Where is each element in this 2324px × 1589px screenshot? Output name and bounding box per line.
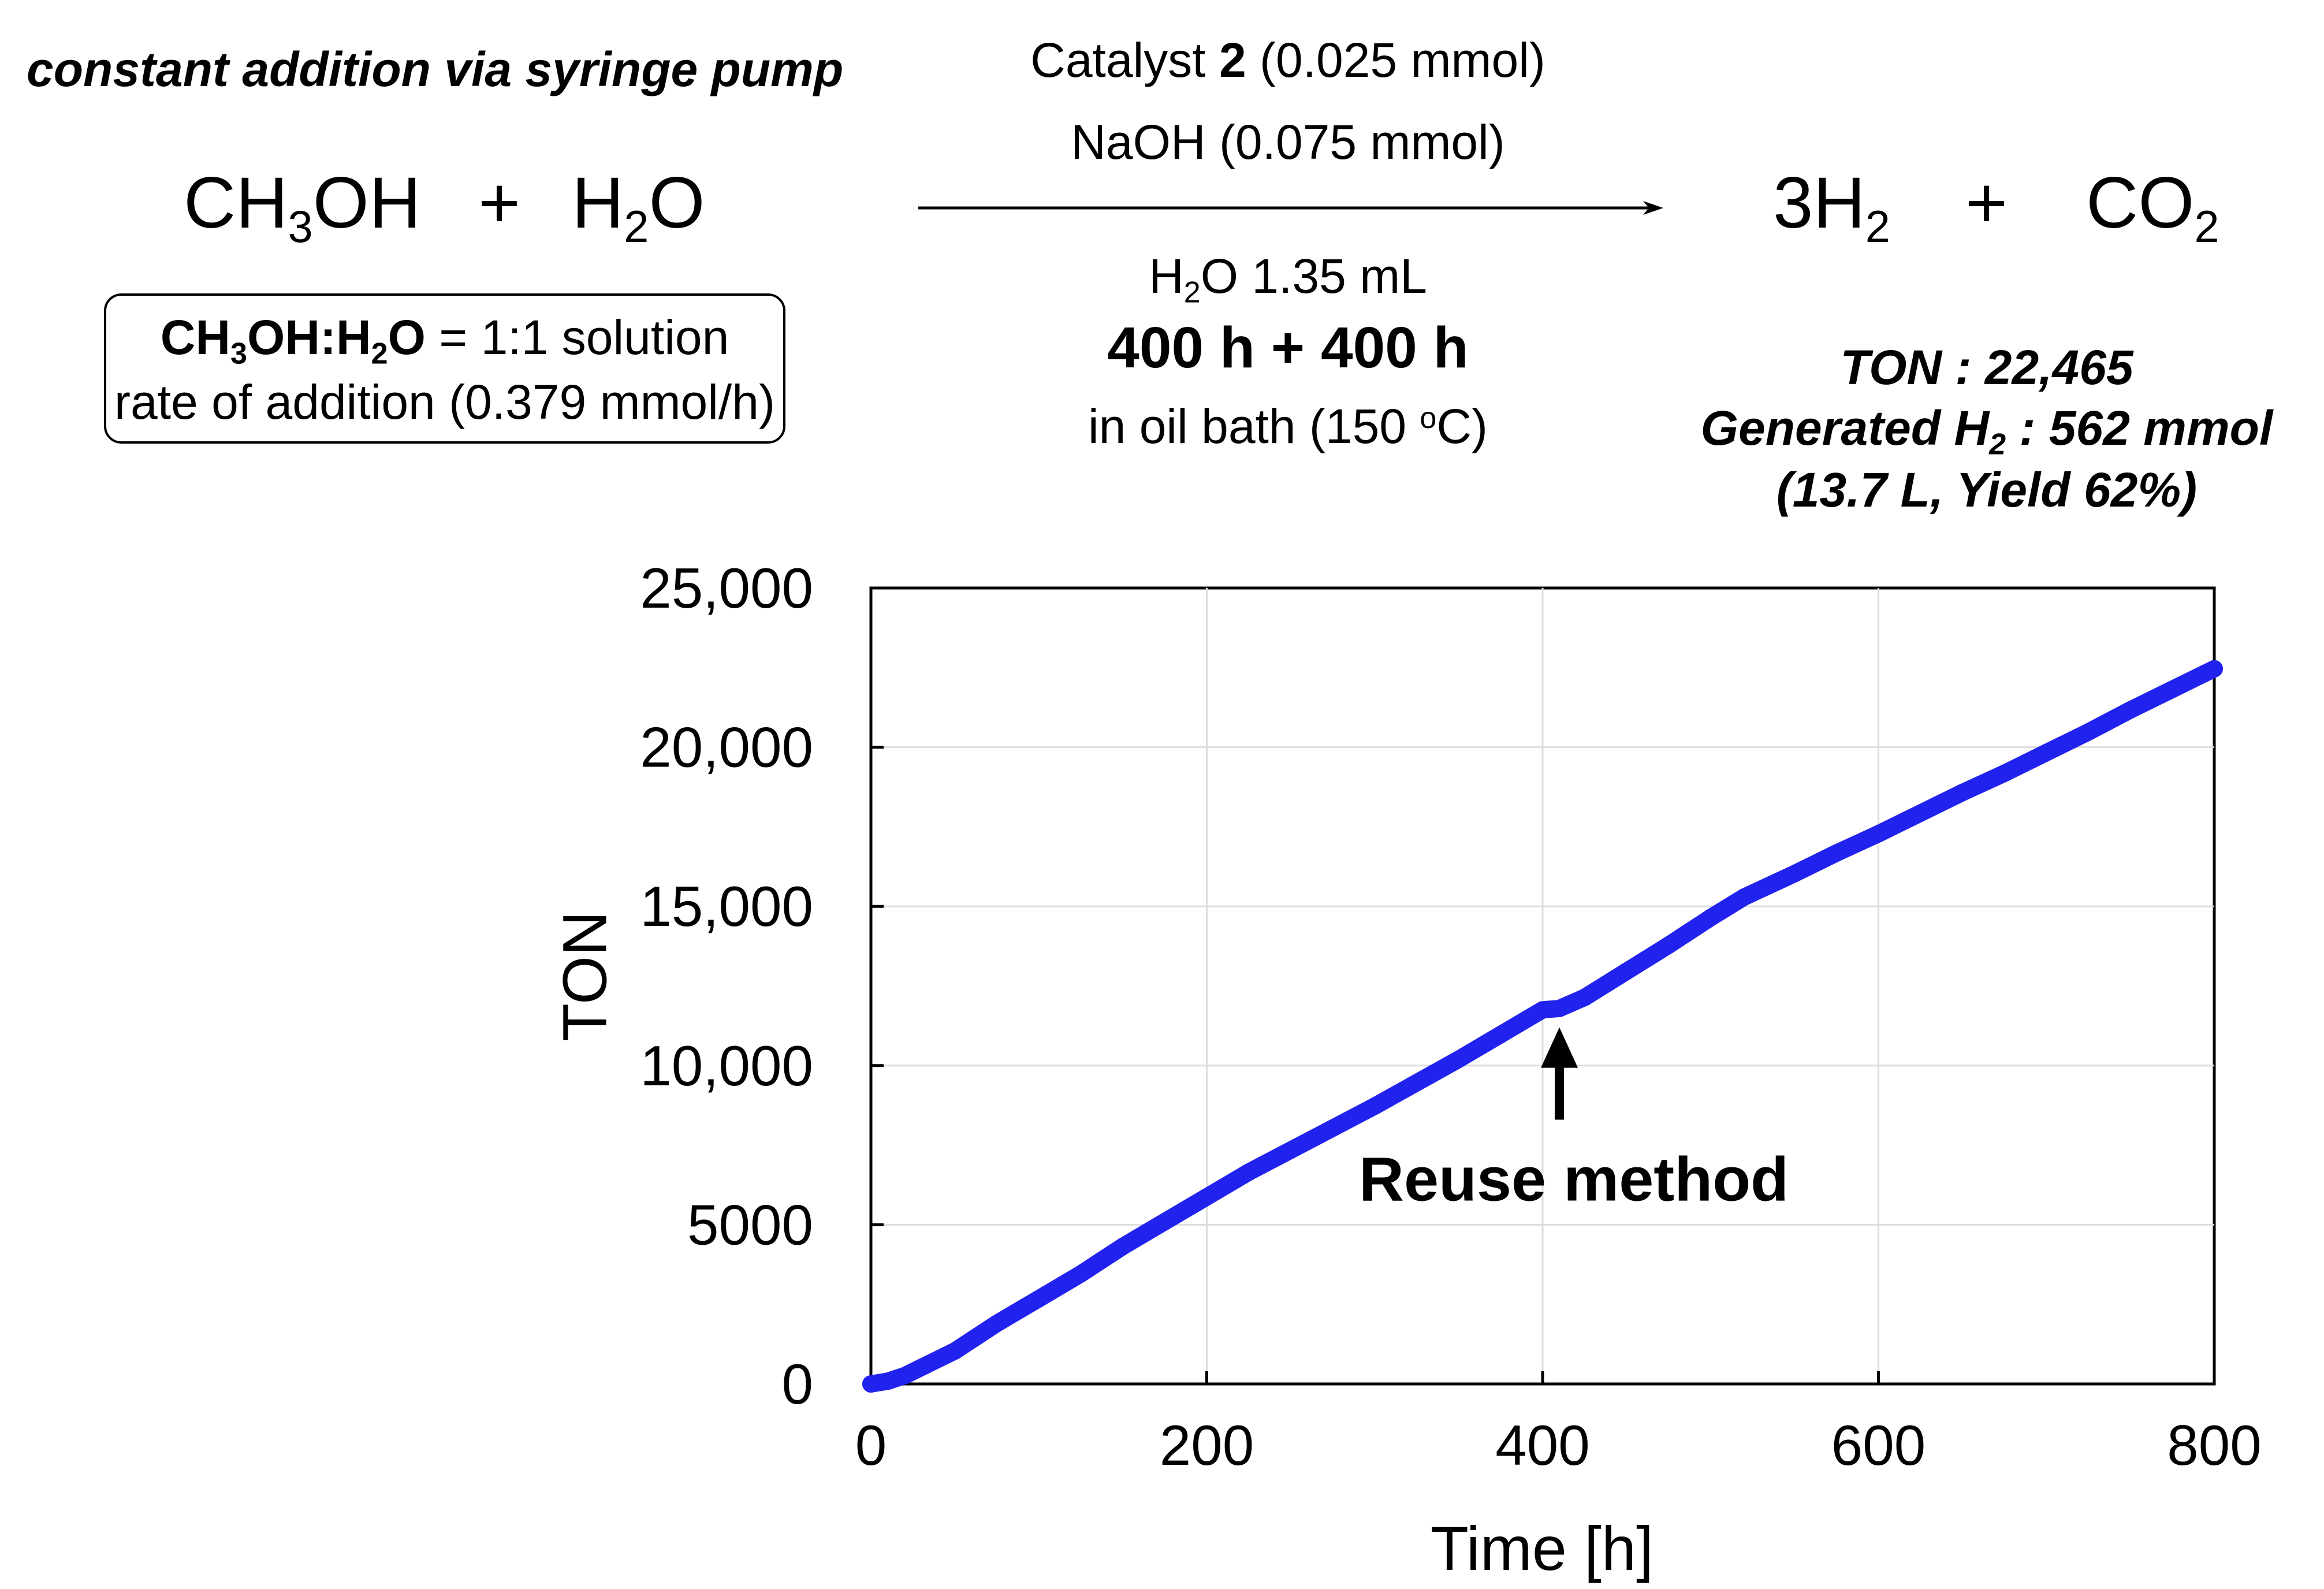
y-tick-label: 15,000	[640, 874, 813, 938]
x-axis-label: Time [h]	[1431, 1513, 1653, 1583]
ton-data-point	[1953, 784, 1971, 802]
x-tick-label: 400	[1495, 1413, 1590, 1477]
ton-data-point	[1492, 1026, 1510, 1044]
ton-data-point	[879, 1372, 897, 1390]
plus-sign-1: +	[478, 163, 520, 243]
y-tick-label: 0	[781, 1352, 813, 1416]
ton-data-point	[1551, 999, 1569, 1017]
y-tick-label: 25,000	[640, 556, 813, 620]
y-axis-label: TON	[550, 911, 620, 1041]
ton-data-point	[1156, 1213, 1174, 1231]
ton-data-point	[913, 1359, 930, 1376]
box-line-ratio: CH3OH:H2O = 1:1 solution	[160, 310, 729, 371]
result-h2-generated: Generated H2 : 562 mmol	[1700, 401, 2273, 462]
ton-data-point	[896, 1367, 914, 1385]
ton-data-point	[1576, 988, 1593, 1006]
ton-data-point	[1660, 936, 1678, 954]
ton-data-point	[2038, 744, 2055, 762]
y-tick-label: 20,000	[640, 716, 813, 779]
ton-data-point	[1534, 1001, 1551, 1019]
ton-data-point	[946, 1342, 964, 1360]
product-co2: CO2	[2086, 163, 2219, 252]
ton-data-point	[1198, 1188, 1216, 1206]
condition-water: H2O 1.35 mL	[1149, 249, 1427, 310]
reuse-method-label: Reuse method	[1359, 1144, 1789, 1214]
x-tick-labels: 0 200 400 600 800	[855, 1413, 2262, 1477]
ton-data-point	[1701, 909, 1719, 926]
ton-data-point	[1324, 1119, 1342, 1137]
condition-time: 400 h + 400 h	[1107, 315, 1469, 380]
reactant-water: H2O	[572, 163, 705, 252]
ton-data-point	[1030, 1290, 1048, 1308]
box-line-rate: rate of addition (0.379 mmol/h)	[114, 375, 775, 429]
y-tick-label: 10,000	[640, 1034, 813, 1097]
x-tick-label: 200	[1160, 1413, 1254, 1477]
addition-info-box: CH3OH:H2O = 1:1 solution rate of additio…	[104, 293, 785, 444]
ton-data-point	[2163, 680, 2181, 698]
ton-data-point	[1240, 1163, 1258, 1181]
ton-data-point	[2206, 660, 2223, 678]
ton-data-point	[1786, 865, 1804, 883]
ton-data-point	[1450, 1051, 1468, 1069]
ton-data-point	[1407, 1074, 1425, 1092]
ton-data-point	[1869, 825, 1887, 843]
reactant-methanol: CH3OH	[184, 163, 422, 252]
ton-data-point	[2079, 723, 2097, 741]
reuse-arrow-icon	[1541, 1027, 1578, 1068]
series-layer	[862, 660, 2223, 1393]
ton-data-point	[1366, 1097, 1384, 1115]
x-tick-label: 0	[855, 1413, 887, 1477]
y-tick-label: 5000	[687, 1193, 813, 1256]
reuse-annotation: Reuse method	[1359, 1027, 1789, 1214]
grid-lines	[871, 588, 2214, 1384]
ton-data-point	[1735, 888, 1753, 906]
ton-data-point	[1827, 844, 1845, 862]
ton-data-point	[1072, 1265, 1090, 1283]
condition-oil-bath: in oil bath (150 oC)	[1088, 399, 1488, 453]
result-ton: TON : 22,465	[1840, 340, 2133, 395]
ton-data-point	[1912, 804, 1930, 822]
ton-data-point	[988, 1315, 1006, 1333]
plus-sign-2: +	[1965, 163, 2008, 243]
ton-data-point	[1282, 1141, 1299, 1159]
x-tick-label: 800	[2167, 1413, 2262, 1477]
y-tick-labels: 0 5000 10,000 15,000 20,000 25,000	[640, 556, 813, 1416]
ton-data-point	[1114, 1237, 1132, 1255]
ton-data-point	[1618, 962, 1636, 980]
result-yield: (13.7 L, Yield 62%)	[1776, 463, 2198, 517]
reaction-arrow	[918, 201, 1663, 215]
x-tick-label: 600	[1831, 1413, 1926, 1477]
ton-data-point	[2121, 701, 2139, 719]
product-hydrogen: 3H2	[1773, 163, 1890, 252]
condition-naoh: NaOH (0.075 mmol)	[1071, 115, 1505, 169]
condition-catalyst: Catalyst 2 (0.025 mmol)	[1030, 33, 1545, 87]
tick-marks	[869, 586, 2216, 1386]
ton-data-point	[862, 1375, 880, 1393]
ton-data-point	[1995, 764, 2013, 782]
reaction-note: constant addition via syringe pump	[27, 42, 844, 96]
